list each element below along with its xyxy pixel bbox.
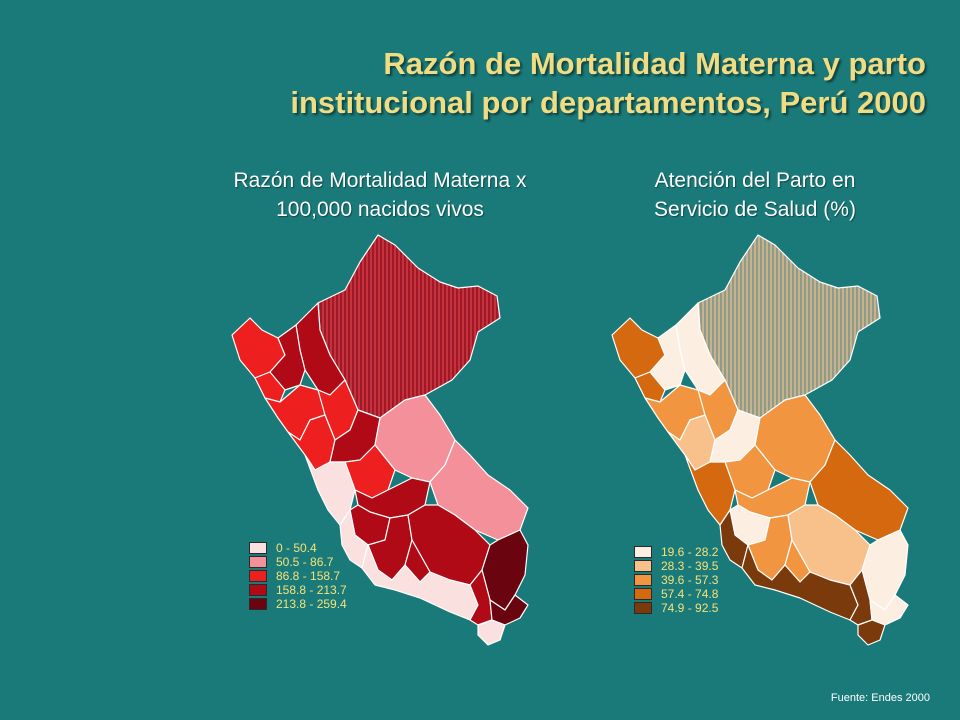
right-legend-label: 19.6 - 28.2 [661, 545, 719, 559]
region-tacna [857, 619, 886, 646]
right-legend-item: 57.4 - 74.8 [634, 587, 718, 601]
region-lambayeque [254, 371, 286, 403]
right-legend-item: 19.6 - 28.2 [634, 545, 718, 559]
left-legend-swatch [249, 570, 267, 582]
region-tacna [477, 619, 506, 646]
left-legend-label: 50.5 - 86.7 [276, 555, 334, 569]
left-legend-swatch [249, 542, 267, 554]
left-legend-item: 158.8 - 213.7 [249, 583, 347, 597]
right-map-peru [611, 234, 909, 646]
left-subtitle-line-2: 100,000 nacidos vivos [276, 198, 484, 221]
left-legend-swatch [249, 598, 267, 610]
title-line-2: institucional por departamentos, Perú 20… [290, 85, 926, 120]
region-lambayeque [634, 371, 666, 403]
left-legend-swatch [249, 556, 267, 568]
right-legend-swatch [634, 588, 652, 600]
right-legend-swatch [634, 574, 652, 586]
right-subtitle-line-2: Servicio de Salud (%) [654, 198, 856, 221]
right-legend-label: 28.3 - 39.5 [661, 559, 719, 573]
title-line-1: Razón de Mortalidad Materna y parto [383, 46, 926, 81]
right-map-legend: 19.6 - 28.2 28.3 - 39.5 39.6 - 57.3 57.4 - … [634, 545, 718, 615]
left-legend-item: 213.8 - 259.4 [249, 597, 347, 611]
left-legend-label: 158.8 - 213.7 [276, 583, 347, 597]
region-cajamarca [649, 324, 686, 391]
left-subtitle-line-1: Razón de Mortalidad Materna x [233, 169, 527, 192]
region-lima [684, 454, 736, 526]
right-legend-label: 57.4 - 74.8 [661, 587, 719, 601]
left-map-legend: 0 - 50.4 50.5 - 86.7 86.8 - 158.7 158.8 - 2… [249, 541, 347, 611]
left-legend-label: 213.8 - 259.4 [276, 597, 347, 611]
left-legend-item: 0 - 50.4 [249, 541, 347, 555]
left-map-peru [231, 234, 529, 646]
region-cajamarca [269, 324, 306, 391]
left-map-subtitle: Razón de Mortalidad Materna x 100,000 na… [190, 166, 570, 224]
right-legend-item: 74.9 - 92.5 [634, 601, 718, 615]
right-legend-swatch [634, 546, 652, 558]
left-legend-label: 0 - 50.4 [276, 541, 317, 555]
right-legend-label: 74.9 - 92.5 [661, 601, 719, 615]
region-arequipa [361, 544, 479, 621]
right-legend-item: 39.6 - 57.3 [634, 573, 718, 587]
region-arequipa [741, 544, 859, 621]
left-legend-label: 86.8 - 158.7 [276, 569, 341, 583]
source-note: Fuente: Endes 2000 [830, 692, 930, 704]
right-legend-label: 39.6 - 57.3 [661, 573, 719, 587]
left-legend-swatch [249, 584, 267, 596]
left-legend-item: 50.5 - 86.7 [249, 555, 347, 569]
left-legend-item: 86.8 - 158.7 [249, 569, 347, 583]
right-legend-item: 28.3 - 39.5 [634, 559, 718, 573]
right-subtitle-line-1: Atención del Parto en [654, 169, 856, 192]
right-legend-swatch [634, 560, 652, 572]
right-map-subtitle: Atención del Parto en Servicio de Salud … [590, 166, 920, 224]
region-lima [304, 454, 356, 526]
slide-title: Razón de Mortalidad Materna y parto inst… [166, 44, 926, 122]
right-legend-swatch [634, 602, 652, 614]
